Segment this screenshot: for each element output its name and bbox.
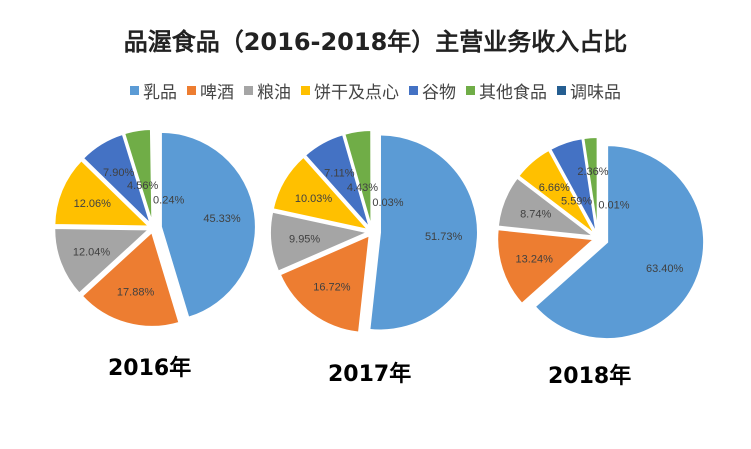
pie-slice: [53, 226, 152, 295]
data-label: 16.72%: [313, 282, 351, 294]
legend-label: 粮油: [257, 83, 291, 103]
data-label: 45.33%: [203, 213, 241, 225]
legend-swatch: [130, 86, 139, 95]
legend-item: 调味品: [557, 78, 621, 103]
legend-item: 谷物: [409, 78, 456, 103]
data-label: 8.74%: [520, 208, 551, 220]
legend-label: 啤酒: [200, 83, 234, 103]
data-label: 7.90%: [103, 167, 134, 179]
legend-item: 饼干及点心: [301, 78, 399, 103]
pie-slice: [271, 155, 372, 232]
legend-swatch: [244, 86, 253, 95]
data-label: 12.06%: [74, 198, 112, 210]
pie-label-2018: 2018年: [548, 364, 632, 389]
legend-item: 其他食品: [466, 78, 547, 103]
pie-slice: [368, 133, 479, 332]
pie-slice: [303, 133, 372, 230]
data-label: 13.24%: [516, 254, 554, 266]
pie-slice: [80, 230, 181, 328]
pie-label-2016: 2016年: [108, 356, 192, 381]
chart-title: 品渥食品（2016-2018年）主营业务收入占比: [123, 28, 628, 56]
data-label: 2.36%: [577, 166, 608, 178]
legend-label: 谷物: [422, 83, 456, 103]
pie-slice: [533, 144, 706, 341]
legend-swatch: [409, 86, 418, 95]
data-label: 6.66%: [539, 182, 570, 194]
data-label: 12.04%: [73, 246, 111, 258]
pie-slice: [53, 158, 152, 228]
legend-label: 饼干及点心: [314, 83, 399, 103]
pie-slice: [81, 132, 152, 226]
pie-slice: [516, 148, 597, 236]
data-label: 10.03%: [295, 193, 333, 205]
data-label: 0.01%: [598, 199, 629, 211]
pie-slice: [496, 228, 597, 306]
pie-slice: [150, 127, 154, 225]
pie-slice: [269, 210, 372, 273]
pie-slice: [496, 176, 598, 238]
data-label: 0.03%: [372, 197, 403, 209]
legend-label: 调味品: [570, 83, 621, 103]
data-label: 4.43%: [347, 182, 378, 194]
legend-item: 啤酒: [187, 78, 234, 103]
pie-label-2017: 2017年: [328, 362, 412, 387]
legend: 乳品 啤酒 粮油 饼干及点心 谷物 其他食品 调味品: [0, 78, 751, 103]
data-label: 63.40%: [646, 263, 684, 275]
legend-swatch: [187, 86, 196, 95]
legend-item: 粮油: [244, 78, 291, 103]
legend-swatch: [301, 86, 310, 95]
data-label: 5.59%: [561, 195, 592, 207]
pie-slice: [548, 137, 598, 235]
data-label: 51.73%: [425, 231, 463, 243]
data-label: 17.88%: [117, 286, 155, 298]
legend-item: 乳品: [130, 78, 177, 103]
legend-label: 其他食品: [479, 83, 547, 103]
pie-slice: [278, 233, 371, 334]
legend-label: 乳品: [143, 83, 177, 103]
data-label: 7.11%: [324, 168, 355, 180]
data-label: 0.24%: [153, 194, 184, 206]
data-label: 9.95%: [289, 234, 320, 246]
legend-swatch: [557, 86, 566, 95]
data-label: 4.56%: [127, 180, 158, 192]
legend-swatch: [466, 86, 475, 95]
pie-slice: [159, 130, 257, 320]
